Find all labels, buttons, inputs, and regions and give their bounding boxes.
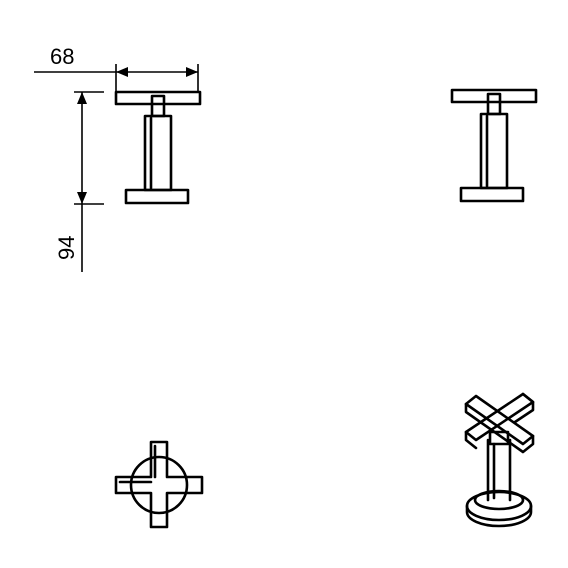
front-view-right-handle xyxy=(450,88,538,203)
height-dimension: 94 xyxy=(54,91,104,272)
top-view-handle xyxy=(114,440,204,529)
width-dimension: 68 xyxy=(34,44,199,92)
front-view-left-handle xyxy=(114,90,202,205)
width-dimension-label: 68 xyxy=(50,44,74,69)
height-dimension-label: 94 xyxy=(54,236,79,260)
isometric-view-handle xyxy=(464,392,535,528)
